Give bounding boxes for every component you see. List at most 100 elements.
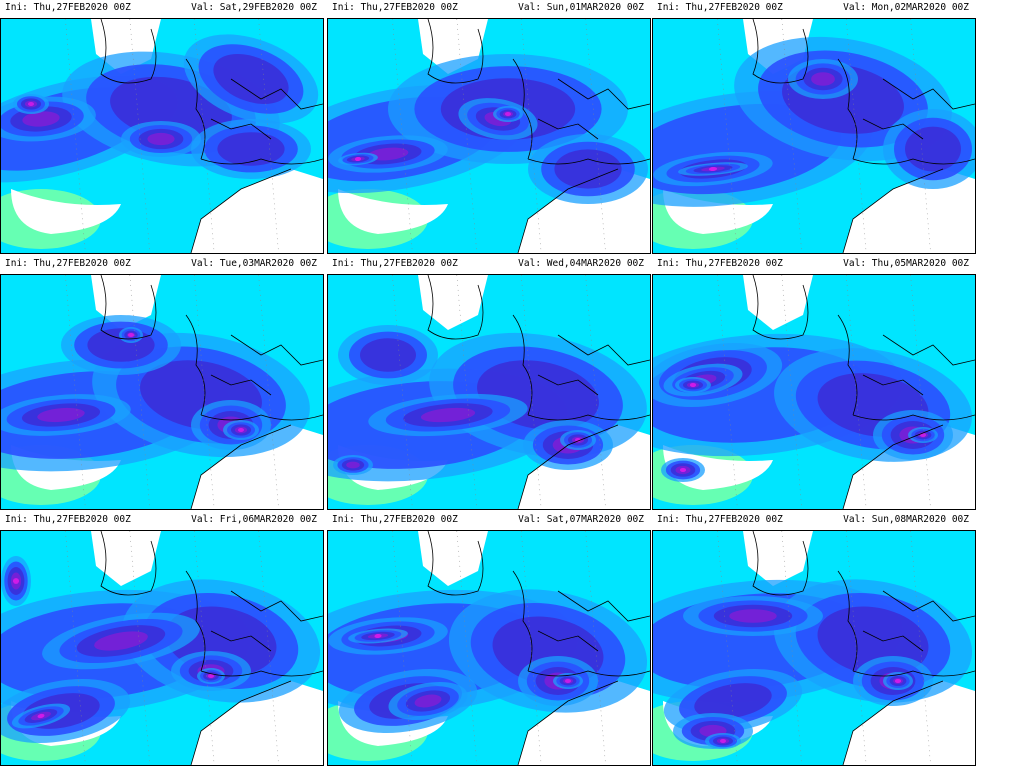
graticule-line [781, 531, 803, 765]
forecast-panel-5: Ini: Thu,27FEB2020 00Z Val: Wed,04MAR202… [327, 256, 652, 512]
precip-contour [208, 674, 214, 678]
graticule-line [520, 531, 542, 765]
panel-header: Ini: Thu,27FEB2020 00Z Val: Sat,07MAR202… [327, 512, 652, 528]
dry-area [191, 169, 323, 253]
graticule-line [65, 19, 86, 253]
coastline [512, 314, 533, 416]
coastline [517, 424, 619, 509]
coastline [200, 158, 323, 165]
panel-header: Ini: Thu,27FEB2020 00Z Val: Tue,03MAR202… [0, 256, 325, 272]
forecast-panel-8: Ini: Thu,27FEB2020 00Z Val: Sat,07MAR202… [327, 512, 652, 768]
valid-time-label: Val: Thu,05MAR2020 00Z [843, 258, 969, 269]
graticule-line [520, 19, 542, 253]
init-time-label: Ini: Thu,27FEB2020 00Z [5, 514, 131, 525]
forecast-panel-6: Ini: Thu,27FEB2020 00Z Val: Thu,05MAR202… [652, 256, 977, 512]
panel-header: Ini: Thu,27FEB2020 00Z Val: Fri,06MAR202… [0, 512, 325, 528]
coastline [537, 630, 599, 652]
coastline [100, 531, 157, 596]
forecast-panel-9: Ini: Thu,27FEB2020 00Z Val: Sun,08MAR202… [652, 512, 977, 768]
coastline [837, 570, 858, 672]
precip-contour [905, 126, 961, 172]
precip-contour [710, 166, 716, 172]
graticule-line [392, 19, 413, 253]
coastline [427, 275, 484, 340]
precip-contour [38, 713, 44, 719]
coastline [537, 374, 599, 396]
dry-area [743, 275, 813, 330]
coastline [557, 334, 650, 366]
valid-time-label: Val: Tue,03MAR2020 00Z [191, 258, 317, 269]
precip-map [327, 530, 651, 766]
precip-field [1, 275, 323, 509]
graticule-line [910, 19, 931, 253]
precip-contour [811, 72, 835, 86]
valid-time-label: Val: Sat,07MAR2020 00Z [518, 514, 644, 525]
coastline [190, 424, 292, 509]
precip-field [1, 531, 323, 765]
precip-contour [360, 338, 416, 372]
precip-contour [28, 102, 34, 106]
precip-contour [147, 132, 175, 146]
graticule-line [585, 19, 606, 253]
panel-header: Ini: Thu,27FEB2020 00Z Val: Wed,04MAR202… [327, 256, 652, 272]
precip-map [327, 18, 651, 254]
init-time-label: Ini: Thu,27FEB2020 00Z [657, 258, 783, 269]
init-time-label: Ini: Thu,27FEB2020 00Z [332, 258, 458, 269]
init-time-label: Ini: Thu,27FEB2020 00Z [5, 258, 131, 269]
coastline [537, 118, 599, 140]
valid-time-label: Val: Fri,06MAR2020 00Z [191, 514, 317, 525]
precip-field [653, 275, 975, 509]
coastline [100, 275, 157, 340]
precip-contour [680, 468, 686, 472]
graticule-line [258, 275, 279, 509]
precip-field [328, 531, 650, 765]
precip-contour [94, 631, 148, 651]
precip-map [652, 274, 976, 510]
forecast-panel-1: Ini: Thu,27FEB2020 00Z Val: Sat,29FEB202… [0, 0, 325, 256]
graticule-line [845, 531, 867, 765]
coastline [527, 670, 650, 677]
init-time-label: Ini: Thu,27FEB2020 00Z [332, 2, 458, 13]
graticule-line [520, 275, 542, 509]
graticule-line [717, 531, 738, 765]
forecast-panel-3: Ini: Thu,27FEB2020 00Z Val: Mon,02MAR202… [652, 0, 977, 256]
graticule-line [910, 531, 931, 765]
coastline [837, 58, 858, 160]
graticule-line [585, 275, 606, 509]
dry-area [418, 275, 488, 330]
coastline [527, 158, 650, 165]
coastline [185, 570, 206, 672]
graticule-line [456, 275, 478, 509]
graticule-line [910, 275, 931, 509]
precip-field [328, 19, 650, 253]
coastline [427, 531, 484, 596]
forecast-panel-4: Ini: Thu,27FEB2020 00Z Val: Tue,03MAR202… [0, 256, 325, 512]
coastline [230, 334, 323, 366]
valid-time-label: Val: Wed,04MAR2020 00Z [518, 258, 644, 269]
valid-time-label: Val: Sun,08MAR2020 00Z [843, 514, 969, 525]
graticule-line [781, 275, 803, 509]
coastline [862, 118, 924, 140]
coastline [882, 334, 975, 366]
panel-header: Ini: Thu,27FEB2020 00Z Val: Mon,02MAR202… [652, 0, 977, 16]
coastline [512, 58, 533, 160]
graticule-line [392, 275, 413, 509]
coastline [200, 670, 323, 677]
graticule-line [129, 275, 151, 509]
coastline [862, 630, 924, 652]
dry-area [11, 189, 121, 234]
coastline [517, 680, 619, 765]
dry-area [418, 531, 488, 586]
coastline [752, 531, 809, 596]
precip-map [0, 274, 324, 510]
coastline [230, 78, 323, 110]
dry-area [843, 169, 975, 253]
precip-contour [355, 156, 361, 162]
precip-map [0, 530, 324, 766]
coastline [210, 630, 272, 652]
precip-contour [420, 407, 476, 423]
precip-map [652, 530, 976, 766]
coastline [210, 118, 272, 140]
panel-header: Ini: Thu,27FEB2020 00Z Val: Sun,01MAR202… [327, 0, 652, 16]
precip-contour [690, 383, 696, 387]
